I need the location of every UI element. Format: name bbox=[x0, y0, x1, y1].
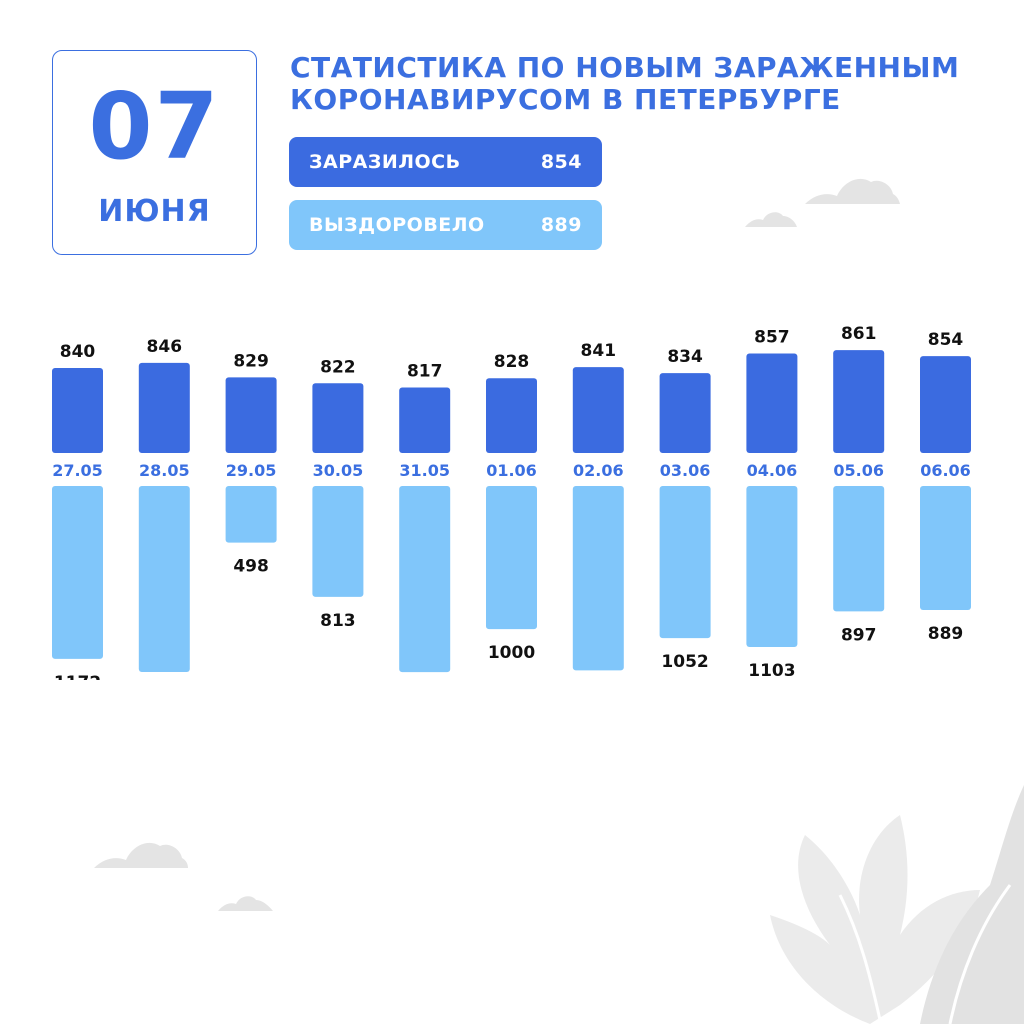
infected-value-label: 841 bbox=[581, 341, 617, 361]
recovered-bar bbox=[138, 486, 190, 672]
category-label: 06.06 bbox=[920, 461, 971, 480]
recovered-bar bbox=[399, 486, 451, 673]
recovered-bar bbox=[486, 486, 537, 630]
title-line-2: КОРОНАВИРУСОМ В ПЕТЕРБУРГЕ bbox=[290, 83, 841, 116]
infected-value-label: 834 bbox=[667, 347, 703, 367]
cloud-icon bbox=[94, 842, 188, 868]
infected-value-label: 857 bbox=[754, 328, 790, 348]
infected-bar bbox=[746, 353, 798, 453]
recovered-label: ВЫЗДОРОВЕЛО bbox=[309, 214, 485, 236]
cloud-icon bbox=[218, 896, 273, 911]
category-label: 03.06 bbox=[660, 461, 711, 480]
infected-bar bbox=[138, 362, 190, 453]
recovered-value: 889 bbox=[540, 214, 582, 236]
infected-bar bbox=[833, 350, 885, 453]
recovered-bar bbox=[833, 486, 885, 612]
infected-value-label: 854 bbox=[928, 330, 964, 350]
cloud-icon bbox=[745, 212, 797, 227]
recovered-value-label: 813 bbox=[320, 611, 356, 631]
recovered-value-label: 498 bbox=[233, 557, 269, 577]
category-label: 04.06 bbox=[747, 461, 798, 480]
recovered-value-label: 889 bbox=[928, 624, 964, 644]
category-label: 01.06 bbox=[486, 461, 537, 480]
infected-value-label: 822 bbox=[320, 357, 356, 377]
infected-value-label: 846 bbox=[147, 337, 183, 357]
recovered-value-label: 1172 bbox=[54, 673, 101, 680]
category-label: 28.05 bbox=[139, 461, 190, 480]
infected-summary: ЗАРАЗИЛОСЬ 854 bbox=[289, 137, 602, 187]
infected-value-label: 840 bbox=[60, 342, 96, 362]
recovered-value-label: 1103 bbox=[748, 661, 795, 680]
infected-value-label: 861 bbox=[841, 324, 877, 344]
recovered-value-label: 1052 bbox=[661, 652, 708, 672]
date-box: 07 ИЮНЯ bbox=[52, 50, 257, 255]
recovered-value-label: 897 bbox=[841, 625, 877, 645]
infected-bar bbox=[920, 356, 971, 453]
date-month: ИЮНЯ bbox=[98, 194, 211, 229]
category-label: 05.06 bbox=[833, 461, 884, 480]
recovered-summary: ВЫЗДОРОВЕЛО 889 bbox=[289, 200, 602, 250]
infected-value-label: 817 bbox=[407, 362, 443, 382]
recovered-value-label: 1000 bbox=[488, 643, 535, 663]
bar-chart: 84027.05117284628.05124882929.0549882230… bbox=[52, 324, 971, 680]
category-label: 02.06 bbox=[573, 461, 624, 480]
recovered-bar bbox=[920, 486, 971, 611]
infected-bar bbox=[572, 367, 624, 453]
infected-value-label: 829 bbox=[233, 351, 269, 371]
recovered-bar bbox=[225, 486, 277, 543]
recovered-bar bbox=[52, 486, 103, 659]
recovered-bar bbox=[659, 486, 711, 639]
category-label: 30.05 bbox=[313, 461, 364, 480]
infected-value-label: 828 bbox=[494, 352, 530, 372]
cloud-icon bbox=[805, 178, 900, 204]
title-line-1: СТАТИСТИКА ПО НОВЫМ ЗАРАЖЕННЫМ bbox=[290, 51, 960, 84]
date-day: 07 bbox=[88, 73, 221, 180]
infected-label: ЗАРАЗИЛОСЬ bbox=[309, 151, 461, 173]
infected-bar bbox=[659, 373, 711, 453]
infected-value: 854 bbox=[540, 151, 582, 173]
infected-bar bbox=[225, 377, 277, 453]
recovered-bar bbox=[746, 486, 798, 647]
leaf-icon bbox=[770, 785, 1024, 1024]
infected-bar bbox=[312, 383, 364, 453]
infected-bar bbox=[52, 368, 103, 453]
recovered-bar bbox=[572, 486, 624, 671]
category-label: 29.05 bbox=[226, 461, 277, 480]
category-label: 31.05 bbox=[399, 461, 450, 480]
infected-bar bbox=[399, 387, 451, 453]
recovered-bar bbox=[312, 486, 364, 597]
page-title: СТАТИСТИКА ПО НОВЫМ ЗАРАЖЕННЫМ КОРОНАВИР… bbox=[290, 52, 959, 116]
category-label: 27.05 bbox=[52, 461, 103, 480]
infected-bar bbox=[486, 378, 537, 453]
